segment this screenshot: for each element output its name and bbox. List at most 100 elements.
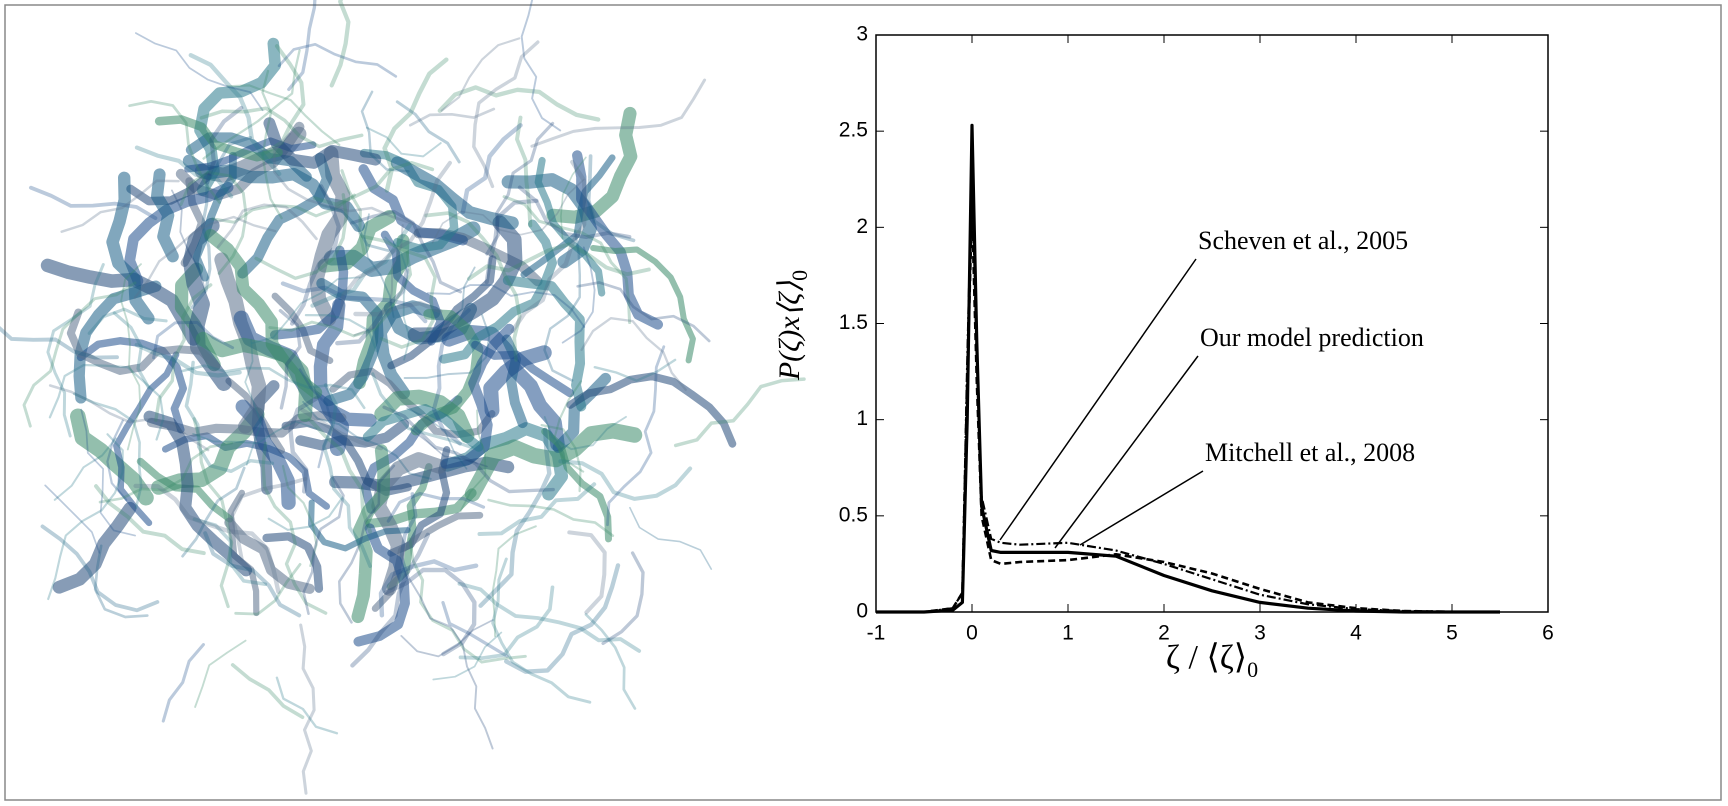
network-strand <box>464 423 643 502</box>
network-strand <box>267 497 343 531</box>
network-strand <box>358 164 468 246</box>
network-strand <box>386 463 433 591</box>
network-strand <box>567 530 607 615</box>
network-strand <box>171 189 207 294</box>
network-strand <box>202 49 301 160</box>
network-strand <box>278 308 302 410</box>
network-strand <box>534 156 606 297</box>
network-strand <box>360 90 410 173</box>
series-line <box>876 206 1500 614</box>
network-strand <box>134 342 242 378</box>
x-label-text: ζ / ⟨ζ⟩ <box>1166 639 1247 676</box>
network-strand <box>399 492 418 580</box>
network-strand <box>192 417 234 609</box>
network-strand <box>437 85 601 122</box>
network-strand <box>47 433 124 601</box>
network-strand <box>190 136 253 310</box>
x-tick-label: 6 <box>1542 622 1554 645</box>
network-strand <box>289 184 341 326</box>
network-strand <box>382 405 555 494</box>
network-strand <box>260 44 306 156</box>
x-tick-label: -1 <box>867 622 886 645</box>
network-strand <box>408 537 527 664</box>
network-strand <box>400 619 494 658</box>
network-strand <box>472 40 540 189</box>
network-strand <box>304 313 378 353</box>
network-strand <box>192 420 318 445</box>
network-strand <box>425 266 476 335</box>
network-strand <box>384 236 411 361</box>
network-strand <box>113 351 180 527</box>
network-strand <box>46 263 105 438</box>
network-strand <box>307 417 373 534</box>
network-strand <box>287 0 317 92</box>
network-strand <box>316 277 384 407</box>
network-strand <box>593 358 677 382</box>
network-strand <box>44 484 101 554</box>
network-strand <box>94 484 206 556</box>
network-strand <box>515 115 533 228</box>
network-strand <box>487 498 615 538</box>
network-strand <box>520 154 616 278</box>
network-strand <box>308 499 411 552</box>
y-tick-label: 1.5 <box>839 311 868 334</box>
network-strand <box>457 581 642 653</box>
network-strand <box>312 160 435 207</box>
x-tick-label: 3 <box>1254 622 1266 645</box>
network-strand <box>0 325 119 360</box>
network-strand <box>234 563 302 616</box>
network-strand <box>409 427 488 468</box>
network-strand <box>216 203 318 249</box>
network-strand <box>374 389 475 444</box>
network-strand <box>380 230 445 346</box>
network-strand <box>335 268 410 346</box>
network-strand <box>184 137 317 173</box>
network-strand <box>586 154 636 243</box>
network-strand <box>386 491 486 523</box>
network-strand <box>251 276 361 344</box>
network-strand <box>52 501 137 594</box>
network-strand <box>340 169 366 256</box>
network-strand <box>502 275 587 412</box>
network-strand <box>530 78 707 148</box>
x-tick-label: 5 <box>1446 622 1458 645</box>
network-strand <box>395 100 461 164</box>
network-strand <box>541 428 612 543</box>
network-strand <box>339 160 452 320</box>
network-strand <box>161 643 205 723</box>
network-strand <box>72 392 143 510</box>
network-strand <box>299 623 316 795</box>
network-strand <box>93 544 149 619</box>
x-tick-label: 1 <box>1062 622 1074 645</box>
series-annotation: Mitchell et al., 2008 <box>1205 438 1415 467</box>
network-strand <box>318 203 390 253</box>
network-strand <box>263 117 382 169</box>
y-tick-label: 2 <box>856 215 868 238</box>
y-tick-label: 1 <box>856 407 868 430</box>
network-strand <box>106 419 128 502</box>
network-strand <box>543 230 582 382</box>
network-strand <box>510 159 588 334</box>
network-strand <box>349 209 463 294</box>
network-strand <box>322 383 372 568</box>
network-strand <box>224 517 315 594</box>
network-strand <box>230 477 308 561</box>
x-label-subscript: 0 <box>1247 657 1258 682</box>
network-strand <box>133 215 277 299</box>
network-strand <box>561 246 596 344</box>
network-strand <box>590 244 696 364</box>
network-strand <box>98 441 234 504</box>
network-strand <box>181 364 366 410</box>
network-strand <box>351 444 391 624</box>
network-strand <box>205 105 244 185</box>
network-strand <box>629 506 713 570</box>
network-strand <box>22 281 137 428</box>
network-strand <box>371 372 474 450</box>
network-strand <box>261 69 283 220</box>
network-strand <box>382 57 449 193</box>
network-strand <box>403 313 491 379</box>
network-strand <box>360 234 437 349</box>
network-strand <box>390 156 519 230</box>
network-strand <box>408 578 494 750</box>
network-strand <box>471 340 575 398</box>
